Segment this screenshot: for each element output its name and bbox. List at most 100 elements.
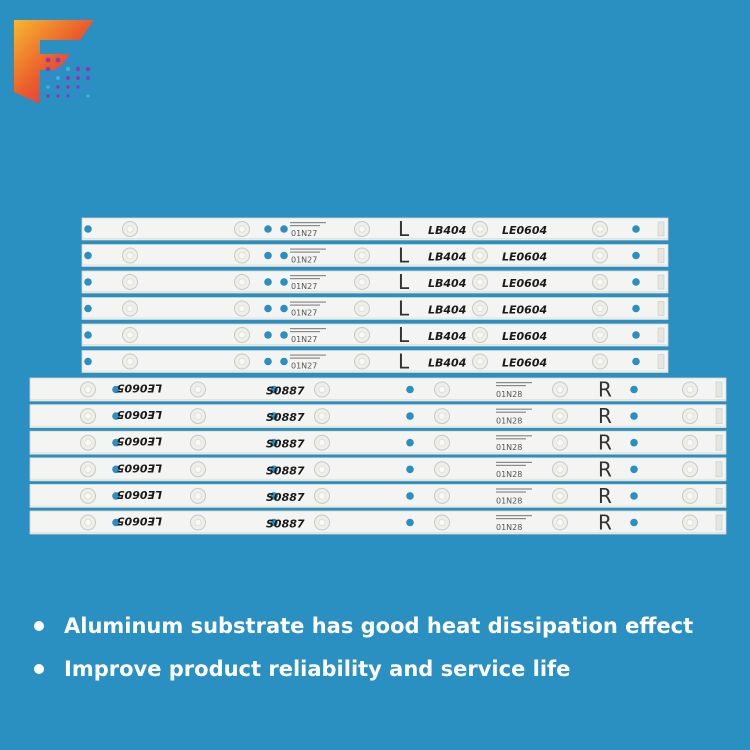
strip-side-letter: L	[398, 270, 410, 294]
mounting-hole	[84, 251, 92, 260]
feature-text: Improve product reliability and service …	[64, 657, 571, 681]
handwritten-mark: LB404	[428, 251, 466, 264]
mounting-hole	[264, 251, 272, 260]
mounting-hole	[264, 357, 272, 366]
handwritten-mark: LE0604	[502, 224, 547, 237]
mounting-hole	[84, 225, 92, 233]
mounting-hole	[270, 492, 278, 500]
strip-code: 01N28	[496, 390, 522, 399]
mounting-hole	[270, 412, 278, 420]
mounting-hole	[630, 492, 638, 500]
mounting-hole	[112, 465, 120, 474]
strip-side-letter: R	[598, 431, 612, 455]
handwritten-mark: LE0604	[502, 304, 547, 317]
led-strip: R 01N28 LE0605 S0887	[29, 484, 727, 508]
strip-side-letter: R	[598, 404, 612, 428]
feature-item: Aluminum substrate has good heat dissipa…	[34, 606, 734, 646]
handwritten-mark: LE0605	[117, 515, 162, 528]
strip-code: 01N28	[496, 523, 522, 532]
mounting-hole	[84, 331, 92, 339]
handwritten-mark: LB404	[428, 277, 466, 290]
mounting-hole	[270, 465, 278, 474]
strip-code: 01N27	[291, 362, 317, 371]
handwritten-mark: LE0604	[502, 330, 547, 343]
mounting-hole	[112, 412, 120, 420]
led-strip: L 01N27 LB404 LE0604	[81, 323, 669, 347]
feature-text: Aluminum substrate has good heat dissipa…	[64, 614, 694, 638]
mounting-hole	[270, 438, 278, 447]
strip-side-letter: R	[598, 511, 612, 535]
feature-list: Aluminum substrate has good heat dissipa…	[34, 606, 734, 689]
strip-side-letter: R	[598, 457, 612, 481]
strip-side-letter: R	[598, 378, 612, 402]
mounting-hole	[280, 225, 288, 233]
bullet-dot-icon	[34, 664, 44, 674]
mounting-hole	[264, 304, 272, 313]
strip-side-letter: L	[398, 244, 410, 268]
strip-code: 01N27	[291, 309, 317, 318]
handwritten-mark: S0887	[266, 411, 305, 424]
mounting-hole	[84, 357, 92, 366]
mounting-hole	[630, 438, 638, 447]
led-strip: R 01N28 LE0605 S0887	[29, 457, 727, 481]
strip-code: 01N28	[496, 443, 522, 452]
led-strip: L 01N27 LB404 LE0604	[81, 217, 669, 241]
mounting-hole	[406, 492, 414, 500]
handwritten-mark: S0887	[266, 464, 305, 477]
handwritten-mark: LB404	[428, 304, 466, 317]
strip-side-letter: R	[598, 484, 612, 508]
handwritten-mark: S0887	[266, 518, 305, 531]
mounting-hole	[84, 278, 92, 286]
handwritten-mark: LE0605	[117, 408, 162, 421]
handwritten-mark: LE0604	[502, 277, 547, 290]
led-strip: R 01N28 LE0605 S0887	[29, 404, 727, 428]
led-strip: R 01N28 LE0605 S0887	[29, 431, 727, 455]
led-strip: R 01N28 LE0605 S0887	[29, 511, 727, 535]
mounting-hole	[112, 518, 120, 527]
handwritten-mark: S0887	[266, 385, 305, 398]
strip-side-letter: L	[398, 217, 410, 241]
led-strip-photo: L 01N27 LB404 LE0604 L 01N27 LB404 LE0604 L 01N27…	[29, 217, 727, 535]
led-strip: R 01N28 LE0605 S0887	[29, 378, 727, 402]
handwritten-mark: LE0605	[117, 488, 162, 501]
mounting-hole	[632, 278, 640, 286]
mounting-hole	[112, 492, 120, 500]
mounting-hole	[406, 465, 414, 474]
mounting-hole	[406, 412, 414, 420]
mounting-hole	[632, 225, 640, 233]
strip-side-letter: L	[398, 323, 410, 347]
handwritten-mark: LE0605	[117, 461, 162, 474]
feature-item: Improve product reliability and service …	[34, 649, 734, 689]
mounting-hole	[280, 251, 288, 260]
led-strip: L 01N27 LB404 LE0604	[81, 350, 669, 374]
mounting-hole	[630, 518, 638, 527]
handwritten-mark: S0887	[266, 438, 305, 451]
handwritten-mark: LB404	[428, 330, 466, 343]
led-strip: L 01N27 LB404 LE0604	[81, 244, 669, 268]
strip-code: 01N28	[496, 470, 522, 479]
strip-side-letter: L	[398, 350, 410, 374]
handwritten-mark: LE0604	[502, 251, 547, 264]
strip-code: 01N27	[291, 335, 317, 344]
brand-logo-icon	[14, 20, 94, 104]
upper-strip-group: L 01N27 LB404 LE0604 L 01N27 LB404 LE0604 L 01N27…	[81, 217, 669, 374]
mounting-hole	[112, 385, 120, 394]
mounting-hole	[406, 518, 414, 527]
handwritten-mark: LE0605	[117, 382, 162, 395]
mounting-hole	[406, 438, 414, 447]
strip-code: 01N27	[291, 229, 317, 238]
handwritten-mark: LE0605	[117, 435, 162, 448]
handwritten-mark: LE0604	[502, 357, 547, 370]
mounting-hole	[406, 385, 414, 394]
mounting-hole	[84, 304, 92, 313]
bullet-dot-icon	[34, 621, 44, 631]
mounting-hole	[112, 438, 120, 447]
mounting-hole	[280, 331, 288, 339]
strip-code: 01N27	[291, 256, 317, 265]
mounting-hole	[280, 357, 288, 366]
mounting-hole	[632, 304, 640, 313]
mounting-hole	[264, 331, 272, 339]
mounting-hole	[264, 225, 272, 233]
mounting-hole	[630, 385, 638, 394]
handwritten-mark: LB404	[428, 357, 466, 370]
